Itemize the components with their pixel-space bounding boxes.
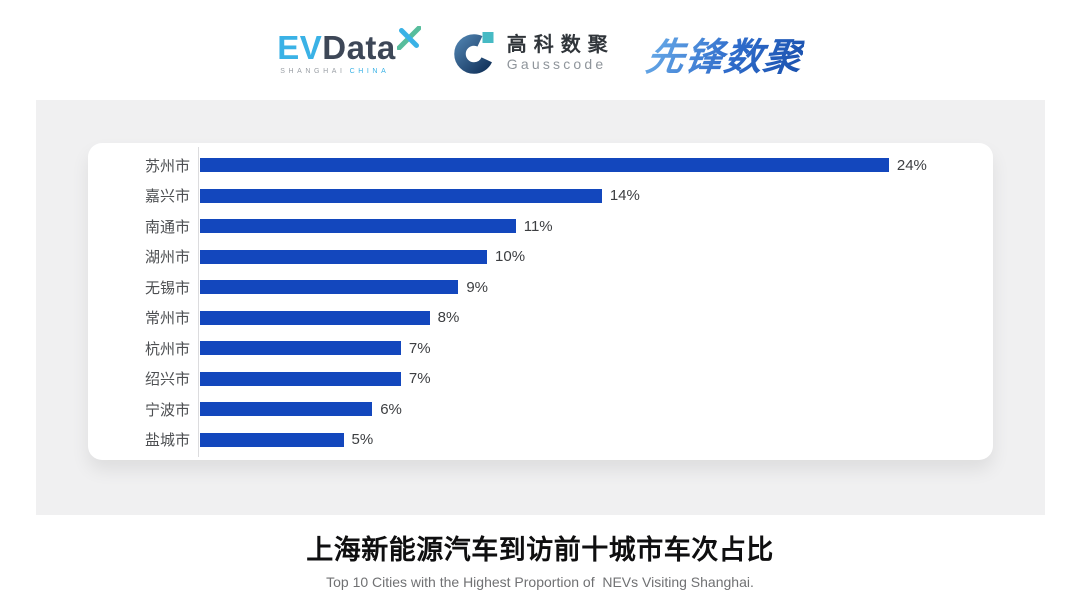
evdata-china-text: CHINA bbox=[349, 68, 390, 75]
category-label: 绍兴市 bbox=[144, 371, 190, 389]
category-label: 苏州市 bbox=[144, 157, 190, 175]
pioneer-wordmark: 先锋数聚 bbox=[643, 26, 807, 81]
bar bbox=[200, 341, 401, 356]
bar bbox=[200, 371, 401, 386]
category-label: 盐城市 bbox=[144, 432, 190, 450]
bar-track: 9% bbox=[198, 279, 975, 296]
bar-track: 14% bbox=[198, 187, 975, 204]
value-label: 9% bbox=[466, 278, 489, 296]
bar-track: 7% bbox=[198, 340, 975, 357]
evdata-wordmark: EV Data bbox=[277, 26, 421, 66]
evdata-subtitle: SHANGHAI CHINA bbox=[277, 68, 420, 75]
bar bbox=[200, 432, 344, 447]
value-label: 14% bbox=[609, 187, 640, 205]
chart-card: 苏州市 24% 嘉兴市 14% 南通市 11% 湖州市 10% 无锡市 9% 常州市 8% 杭州市 7% 绍… bbox=[88, 143, 993, 460]
bar-chart: 苏州市 24% 嘉兴市 14% 南通市 11% 湖州市 10% 无锡市 9% 常州市 8% 杭州市 7% 绍… bbox=[88, 147, 975, 457]
bar-track: 6% bbox=[198, 401, 975, 418]
gausscode-logo: 高科数聚 Gausscode bbox=[452, 30, 615, 76]
bar bbox=[200, 158, 889, 172]
gausscode-cn-name: 高科数聚 bbox=[506, 33, 615, 56]
bar bbox=[200, 310, 430, 325]
bar-row: 绍兴市 7% bbox=[88, 370, 975, 389]
category-label: 无锡市 bbox=[144, 279, 190, 297]
evdata-ev-text: EV bbox=[277, 29, 323, 66]
bar-row: 湖州市 10% bbox=[88, 248, 975, 267]
category-label: 嘉兴市 bbox=[144, 188, 190, 206]
bar-track: 8% bbox=[198, 309, 975, 326]
bar-track: 5% bbox=[198, 431, 975, 448]
evdata-star-icon bbox=[396, 26, 421, 50]
bar-track: 7% bbox=[198, 370, 975, 387]
bar bbox=[200, 219, 516, 234]
bar-track: 11% bbox=[198, 218, 975, 235]
evdata-logo: EV Data SHANGHAI CHINA bbox=[277, 26, 421, 75]
bar-row: 常州市 8% bbox=[88, 309, 975, 328]
bar bbox=[200, 402, 373, 417]
y-axis-line bbox=[198, 147, 199, 457]
gausscode-text: 高科数聚 Gausscode bbox=[507, 34, 615, 72]
value-label: 6% bbox=[380, 400, 402, 418]
value-label: 5% bbox=[351, 431, 374, 449]
bar-row: 无锡市 9% bbox=[88, 279, 975, 297]
caption: 上海新能源汽车到访前十城市车次占比 Top 10 Cities with the… bbox=[0, 528, 1080, 590]
evdata-data-text: Data bbox=[322, 29, 396, 66]
bar-row: 嘉兴市 14% bbox=[88, 187, 975, 206]
category-label: 常州市 bbox=[144, 310, 190, 328]
logo-bar: EV Data SHANGHAI CHINA bbox=[0, 0, 1080, 100]
chart-subtitle: Top 10 Cities with the Highest Proportio… bbox=[326, 574, 754, 590]
bar-row: 盐城市 5% bbox=[88, 431, 975, 450]
value-label: 24% bbox=[896, 156, 927, 174]
pioneer-logo: 先锋数聚 bbox=[643, 26, 805, 81]
evdata-shanghai-text: SHANGHAI bbox=[280, 68, 346, 75]
category-label: 湖州市 bbox=[144, 249, 190, 267]
chart-title: 上海新能源汽车到访前十城市车次占比 bbox=[306, 535, 774, 565]
bar-track: 24% bbox=[198, 157, 975, 174]
bar bbox=[200, 280, 459, 295]
value-label: 7% bbox=[408, 370, 431, 388]
bar-row: 南通市 11% bbox=[88, 218, 975, 236]
category-label: 宁波市 bbox=[144, 401, 190, 419]
bar-row: 杭州市 7% bbox=[88, 340, 975, 358]
category-label: 杭州市 bbox=[144, 340, 190, 358]
chart-panel: 苏州市 24% 嘉兴市 14% 南通市 11% 湖州市 10% 无锡市 9% 常州市 8% 杭州市 7% 绍… bbox=[36, 100, 1045, 515]
value-label: 8% bbox=[437, 309, 460, 327]
value-label: 7% bbox=[408, 339, 431, 357]
gausscode-en-name: Gausscode bbox=[506, 55, 607, 72]
category-label: 南通市 bbox=[144, 218, 190, 236]
value-label: 11% bbox=[523, 217, 553, 235]
bar bbox=[200, 249, 488, 264]
bar-track: 10% bbox=[198, 248, 975, 265]
bar-row: 苏州市 24% bbox=[88, 157, 975, 175]
gausscode-g-icon bbox=[454, 32, 494, 74]
value-label: 10% bbox=[495, 248, 526, 266]
bar bbox=[200, 188, 602, 203]
bar-row: 宁波市 6% bbox=[88, 401, 975, 419]
